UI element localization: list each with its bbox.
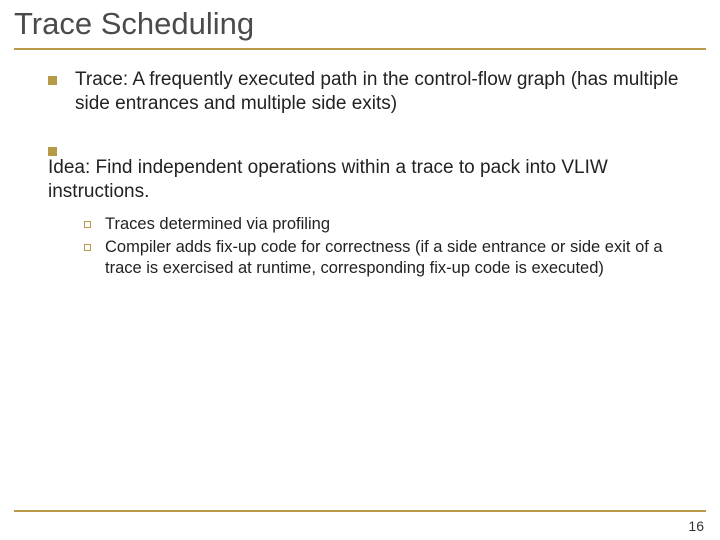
bullet-list-lvl2: Traces determined via profiling Compiler…: [48, 214, 684, 281]
list-item-text: Traces determined via profiling: [105, 214, 330, 235]
list-item-text: Idea: Find independent operations within…: [48, 156, 684, 205]
list-item-text: Trace: A frequently executed path in the…: [75, 68, 684, 117]
list-item-text: Compiler adds fix-up code for correctnes…: [105, 237, 684, 279]
page-number: 16: [688, 518, 704, 534]
list-item: Trace: A frequently executed path in the…: [48, 68, 684, 117]
bullet-list-lvl1: Trace: A frequently executed path in the…: [48, 68, 684, 282]
slide: Trace Scheduling Trace: A frequently exe…: [0, 0, 720, 540]
slide-body: Trace: A frequently executed path in the…: [0, 50, 720, 282]
square-bullet-icon: [48, 147, 57, 156]
list-item: Traces determined via profiling: [84, 214, 684, 235]
footer-rule: [14, 510, 706, 512]
hollow-square-bullet-icon: [84, 244, 91, 251]
hollow-square-bullet-icon: [84, 221, 91, 228]
list-item: Idea: Find independent operations within…: [48, 139, 684, 282]
square-bullet-icon: [48, 76, 57, 85]
slide-title: Trace Scheduling: [0, 0, 720, 42]
list-item: Compiler adds fix-up code for correctnes…: [84, 237, 684, 279]
